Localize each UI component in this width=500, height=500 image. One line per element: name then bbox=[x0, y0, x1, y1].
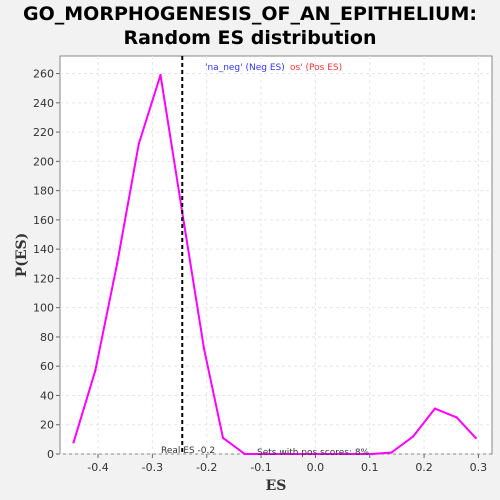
series-point bbox=[287, 452, 290, 456]
series-line-0 bbox=[72, 74, 477, 455]
x-tick-label: 0.2 bbox=[415, 461, 433, 474]
y-tick-label: 20 bbox=[40, 419, 54, 432]
series-point bbox=[474, 436, 477, 440]
y-tick-label: 220 bbox=[33, 126, 54, 139]
y-tick-label: 40 bbox=[40, 389, 54, 402]
y-tick-label: 260 bbox=[33, 68, 54, 81]
series-point bbox=[265, 452, 268, 456]
pos-scores-label: Sets with pos scores: 8% bbox=[257, 448, 370, 458]
series-point bbox=[221, 436, 225, 440]
series-point bbox=[433, 407, 437, 410]
plot-area bbox=[59, 55, 493, 455]
chart-title-line-2: Random ES distribution bbox=[123, 27, 377, 49]
series-point bbox=[308, 452, 312, 456]
legend-neg-label: 'na_neg' (Neg ES) bbox=[205, 63, 285, 73]
series-point bbox=[72, 441, 75, 444]
x-tick-label: 0.1 bbox=[361, 461, 379, 474]
legend-pos-label: os' (Pos ES) bbox=[290, 63, 342, 73]
y-tick-label: 80 bbox=[40, 331, 54, 344]
y-tick-label: 200 bbox=[33, 155, 54, 168]
x-tick-label: -0.4 bbox=[87, 461, 108, 474]
series-point bbox=[159, 73, 162, 77]
y-tick-label: 180 bbox=[33, 185, 54, 198]
y-axis: 0 20 40 60 80 100 120 140 160 180 200 220 240 260 bbox=[33, 68, 60, 461]
y-tick-label: 240 bbox=[33, 97, 54, 110]
x-tick-label: 0.3 bbox=[470, 461, 488, 474]
x-axis-title: ES bbox=[266, 478, 287, 494]
y-tick-label: 120 bbox=[33, 272, 54, 285]
series-point bbox=[352, 452, 355, 456]
chart-title: GO_MORPHOGENESIS_OF_AN_EPITHELIUM: Rando… bbox=[0, 2, 500, 50]
x-axis: -0.4 -0.3 -0.2 -0.1 0.0 0.1 0.2 0.3 bbox=[87, 454, 487, 474]
x-tick-label: 0.0 bbox=[307, 461, 325, 474]
series-point bbox=[94, 369, 97, 372]
y-tick-label: 60 bbox=[40, 360, 54, 373]
series-point bbox=[243, 452, 246, 456]
y-tick-label: 0 bbox=[47, 448, 54, 461]
series-point bbox=[390, 451, 393, 454]
chart-title-line-1: GO_MORPHOGENESIS_OF_AN_EPITHELIUM: bbox=[23, 3, 477, 25]
y-tick-label: 140 bbox=[33, 243, 54, 256]
y-tick-label: 100 bbox=[33, 302, 54, 315]
series-point bbox=[455, 416, 458, 419]
series-point bbox=[371, 452, 374, 456]
series-point bbox=[115, 262, 119, 265]
y-tick-label: 160 bbox=[33, 214, 54, 227]
x-tick-label: -0.3 bbox=[142, 461, 163, 474]
series-point bbox=[412, 435, 415, 438]
x-tick-label: -0.2 bbox=[196, 461, 217, 474]
series-point bbox=[137, 142, 140, 145]
real-es-label: Real ES -0.2 bbox=[161, 446, 215, 456]
series-point bbox=[330, 452, 333, 456]
series-point bbox=[202, 347, 206, 350]
y-axis-title: P(ES) bbox=[14, 233, 30, 278]
grid bbox=[60, 56, 492, 455]
x-tick-label: -0.1 bbox=[250, 461, 271, 474]
